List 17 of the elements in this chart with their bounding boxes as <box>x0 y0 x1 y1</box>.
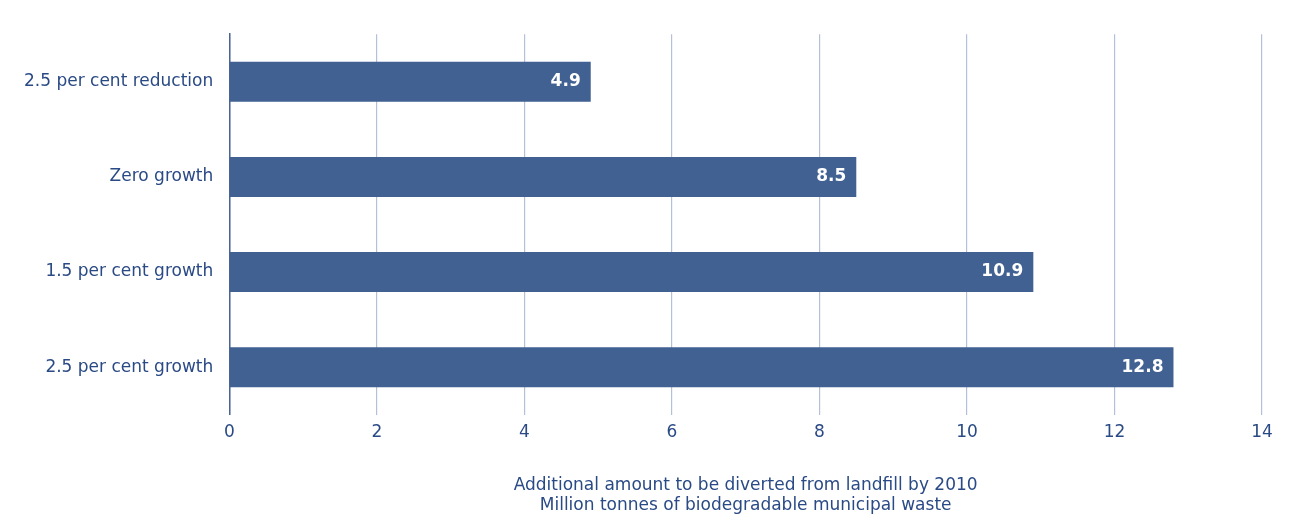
x-tick-label: 2 <box>371 421 383 442</box>
y-tick-label: 2.5 per cent growth <box>45 355 214 376</box>
x-tick-label: 6 <box>666 421 678 442</box>
x-tick-label: 4 <box>518 421 530 442</box>
x-axis-title: Additional amount to be diverted from landfill by 2010 Million tonnes of biodegradable municipal waste <box>513 473 978 515</box>
data-label: 10.9 <box>981 260 1024 281</box>
data-label: 12.8 <box>1121 355 1164 376</box>
y-tick-label: 1.5 per cent growth <box>45 260 214 281</box>
y-tick-label: 2.5 per cent reduction <box>23 70 214 91</box>
x-tick-label: 10 <box>956 421 978 442</box>
x-tick-label: 8 <box>813 421 825 442</box>
x-tick-label: 12 <box>1103 421 1126 442</box>
data-label: 8.5 <box>816 165 847 186</box>
data-label: 4.9 <box>550 70 581 91</box>
x-tick-label: 0 <box>223 421 235 442</box>
y-tick-label: Zero growth <box>109 165 214 186</box>
x-tick-label: 14 <box>1251 421 1273 442</box>
